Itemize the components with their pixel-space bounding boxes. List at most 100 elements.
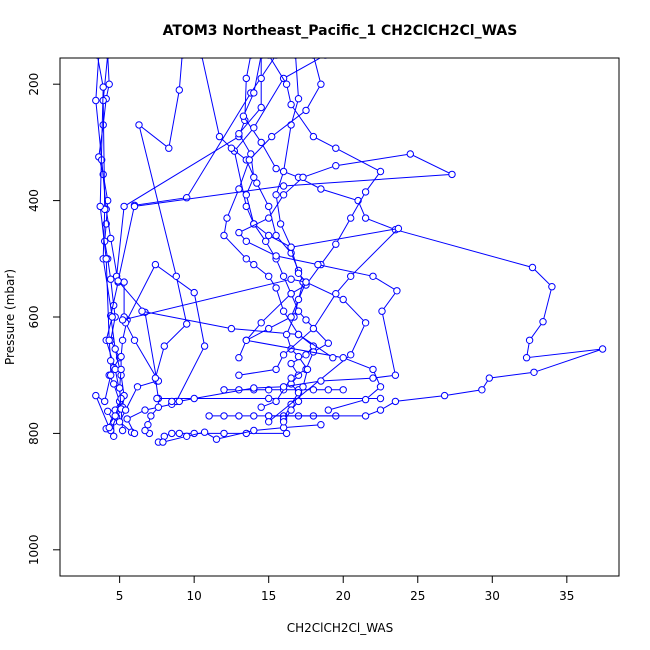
data-point — [235, 354, 243, 362]
data-point — [324, 406, 332, 414]
data-point — [220, 386, 228, 394]
data-point — [118, 336, 127, 344]
series-line — [238, 58, 400, 376]
data-point — [110, 432, 118, 440]
data-point — [227, 324, 236, 333]
data-point — [227, 144, 236, 152]
data-point — [101, 397, 109, 406]
data-point — [279, 307, 288, 315]
data-point — [135, 121, 143, 129]
data-point — [250, 412, 258, 420]
series-line — [242, 58, 603, 417]
data-point — [175, 429, 184, 438]
series-17 — [265, 58, 370, 426]
data-point — [242, 74, 251, 83]
data-point — [250, 426, 258, 435]
data-point — [339, 354, 347, 362]
data-point — [120, 202, 128, 211]
data-point — [257, 403, 265, 411]
data-point — [115, 384, 124, 392]
data-point — [272, 252, 280, 260]
data-point — [440, 391, 449, 400]
data-point — [130, 336, 139, 344]
series-line — [268, 58, 367, 423]
data-point — [376, 383, 385, 391]
data-point — [528, 263, 537, 272]
data-point — [287, 374, 295, 382]
data-point — [265, 231, 273, 240]
data-point — [144, 421, 152, 429]
data-point — [118, 316, 127, 324]
data-point — [361, 188, 370, 196]
data-point — [107, 371, 115, 379]
data-point — [262, 237, 270, 246]
data-point — [250, 173, 258, 182]
data-point — [115, 418, 124, 426]
data-point — [92, 391, 100, 400]
series-7 — [135, 58, 191, 438]
data-point — [282, 330, 291, 339]
data-point — [287, 290, 295, 298]
data-point — [138, 307, 146, 315]
data-point — [253, 179, 261, 187]
series-line — [94, 58, 112, 428]
x-axis-label: CH2ClCH2Cl_WAS — [287, 621, 394, 635]
y-tick-label: 800 — [27, 422, 41, 445]
data-point — [530, 368, 538, 376]
data-point — [317, 377, 325, 385]
data-point — [107, 234, 115, 243]
data-point — [265, 418, 273, 426]
data-point — [99, 83, 107, 91]
data-point — [200, 342, 209, 350]
series-line — [141, 310, 315, 420]
data-point — [258, 58, 264, 59]
series-4 — [112, 58, 254, 435]
data-point — [272, 191, 280, 199]
data-point — [276, 220, 285, 228]
data-point — [287, 275, 295, 283]
data-point — [257, 319, 265, 327]
data-point — [339, 386, 347, 394]
data-point — [598, 345, 607, 353]
data-point — [121, 406, 130, 414]
data-point — [332, 162, 340, 170]
data-point — [102, 255, 110, 263]
data-point — [287, 243, 295, 251]
data-point — [239, 112, 248, 120]
series-line — [98, 58, 121, 437]
data-point — [220, 429, 228, 438]
data-point — [190, 288, 198, 297]
data-point — [376, 394, 385, 403]
data-point — [369, 365, 377, 374]
data-point — [272, 164, 280, 173]
data-point — [282, 80, 291, 88]
data-point — [92, 96, 100, 105]
data-point — [114, 277, 122, 285]
data-point — [478, 386, 486, 394]
data-point — [302, 351, 310, 359]
data-point — [378, 307, 386, 315]
data-point — [257, 74, 265, 83]
data-point — [485, 374, 493, 382]
y-axis-label: Pressure (mbar) — [3, 269, 17, 365]
data-point — [117, 365, 125, 374]
series-14 — [239, 58, 607, 420]
data-point — [302, 316, 310, 324]
x-tick-label: 15 — [261, 589, 276, 603]
data-point — [183, 432, 191, 440]
data-point — [369, 374, 377, 382]
data-point — [159, 438, 167, 446]
series-19 — [235, 58, 403, 379]
data-point — [302, 278, 310, 286]
data-point — [299, 173, 307, 182]
data-point — [324, 339, 332, 347]
data-point — [294, 95, 303, 103]
data-point — [265, 324, 273, 333]
data-point — [168, 397, 176, 406]
data-point — [165, 144, 173, 152]
data-point — [154, 403, 163, 411]
data-point — [376, 406, 385, 414]
data-point — [314, 260, 322, 269]
data-point — [235, 130, 243, 138]
